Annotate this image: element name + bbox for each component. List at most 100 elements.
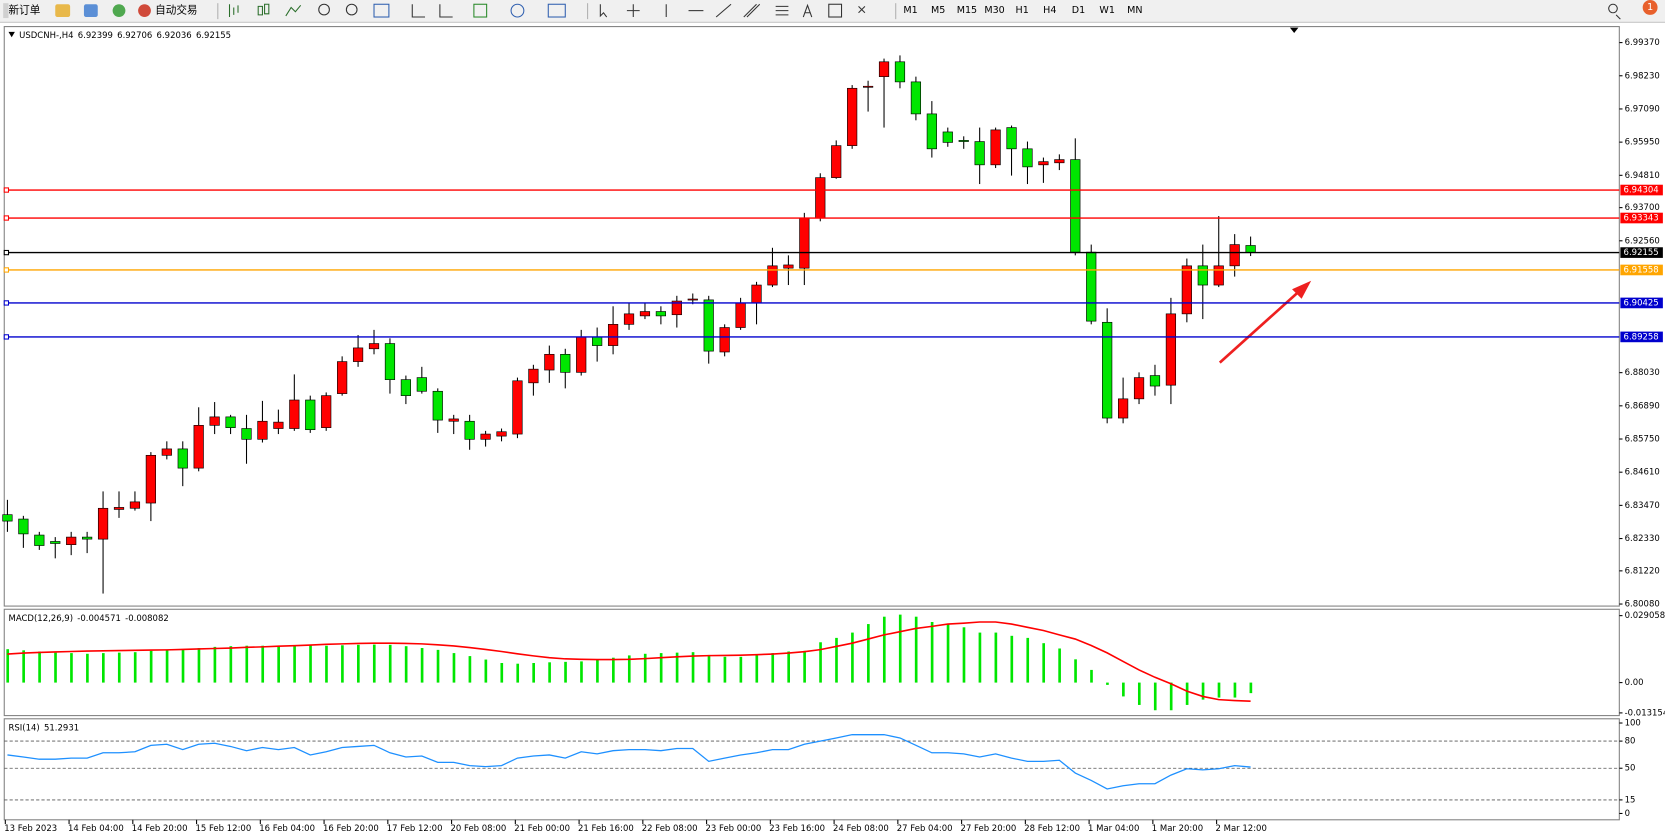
timeframe-button[interactable]: H1 (1016, 5, 1029, 16)
x-tick-label: 27 Feb 04:00 (897, 824, 953, 834)
y-tick-label: -0.013154 (1625, 708, 1665, 718)
icon-autoscroll[interactable] (439, 4, 453, 18)
candle-body (607, 324, 619, 346)
macd-bar (1185, 682, 1189, 705)
title-marker (8, 31, 15, 38)
icon-text[interactable] (802, 3, 813, 18)
icon-bars[interactable] (228, 4, 239, 18)
macd-bar (994, 632, 998, 683)
macd-bar (1042, 643, 1046, 683)
x-tick-label: 14 Feb 20:00 (132, 824, 188, 834)
candle-body (1086, 251, 1097, 322)
icon-channel[interactable] (743, 3, 761, 18)
macd-bar (54, 652, 57, 683)
macd-bar (659, 653, 663, 683)
icon-tile[interactable] (373, 3, 390, 18)
macd-bar (898, 614, 902, 683)
candle-body (528, 368, 539, 384)
price-line-handle (3, 215, 10, 221)
timeframe-bar: M1 M5 M15 M30 H1 H4 D1 W1 MN (903, 5, 1142, 16)
icon-periods[interactable] (510, 3, 525, 18)
badge-count[interactable]: 1 (1647, 2, 1653, 13)
candle-body (97, 507, 109, 540)
icon-navigator[interactable] (55, 4, 71, 18)
candle-body (1038, 161, 1049, 166)
icon-candles[interactable] (257, 3, 270, 16)
y-tick-label: 0 (1625, 809, 1630, 819)
macd-bar (596, 660, 599, 683)
macd-bar (404, 646, 408, 683)
icon-zoom-out[interactable] (345, 3, 358, 16)
toolbar-bg (0, 0, 1665, 23)
icon-trendline[interactable] (715, 3, 732, 18)
timeframe-button[interactable]: D1 (1072, 5, 1085, 16)
price-line-handle (3, 267, 10, 273)
candle-body (82, 536, 93, 540)
timeframe-button[interactable]: W1 (1099, 5, 1115, 16)
timeframe-button[interactable]: M15 (957, 5, 977, 16)
y-tick-label: 6.95950 (1625, 138, 1660, 148)
candle-body (1245, 245, 1256, 253)
candle-body (831, 145, 842, 178)
candle-body (1070, 159, 1081, 253)
icon-label[interactable] (828, 3, 843, 18)
rsi-line (7, 734, 1251, 790)
y-tick-label: 6.86890 (1625, 401, 1660, 411)
candle-body (671, 300, 682, 316)
icon-zoom-in[interactable] (318, 3, 330, 16)
notification-badge[interactable]: 1 (1642, 0, 1658, 15)
timeframe-button[interactable]: M30 (984, 5, 1004, 16)
icon-crosshair[interactable] (626, 4, 640, 18)
auto-trade-label[interactable]: 自动交易 (155, 4, 197, 17)
icon-indicators[interactable] (473, 3, 488, 18)
y-tick-label: 6.93700 (1625, 203, 1660, 213)
icon-cursor[interactable] (599, 4, 608, 18)
macd-bar (1249, 682, 1253, 694)
candle-body (783, 264, 794, 269)
y-tick-label: 6.94810 (1625, 171, 1660, 181)
icon-data-window[interactable] (83, 4, 98, 18)
macd-bar (86, 653, 89, 683)
macd-bar (1153, 682, 1157, 711)
price-label-bg (1620, 247, 1663, 258)
x-tick-label: 16 Feb 04:00 (259, 824, 315, 834)
macd-bar (181, 649, 185, 683)
macd-bar (1090, 669, 1093, 683)
timeframe-button[interactable]: M1 (903, 5, 917, 16)
macd-bar (500, 663, 504, 683)
timeframe-button[interactable]: M5 (931, 5, 945, 16)
icon-market[interactable] (112, 4, 126, 18)
candle-body (862, 85, 874, 88)
icon-arrows[interactable] (858, 6, 866, 14)
x-tick-label: 17 Feb 12:00 (387, 824, 443, 834)
candle-body (958, 140, 969, 142)
macd-bar (612, 657, 615, 683)
macd-bar (691, 652, 695, 683)
price-label: 6.90425 (1624, 298, 1659, 308)
icon-shift[interactable] (411, 4, 426, 18)
pane-title-value: 6.92155 (196, 31, 231, 41)
macd-bar (277, 645, 280, 683)
macd-bar (548, 662, 551, 683)
new-order-button[interactable]: 新订单 (3, 3, 41, 19)
auto-trade-button[interactable]: 自动交易 (138, 4, 198, 18)
icon-line[interactable] (285, 4, 302, 17)
new-order-label[interactable]: 新订单 (9, 4, 41, 17)
candle-body (145, 454, 156, 504)
timeframe-button[interactable]: MN (1127, 5, 1142, 16)
macd-bar (675, 652, 679, 683)
pane-title: USDCNH-,H4 6.92399 6.92706 6.92036 6.92155 (19, 31, 231, 41)
icon-fibo[interactable] (775, 5, 789, 16)
icon-templates[interactable] (547, 3, 566, 18)
candle-body (352, 347, 364, 362)
macd-bar (946, 624, 950, 683)
candle-body (1006, 127, 1017, 150)
candle-body (1181, 265, 1192, 315)
candle-body (129, 501, 141, 509)
price-line-handle (3, 300, 10, 306)
macd-bar (978, 632, 982, 683)
y-tick-label: 15 (1625, 795, 1636, 805)
timeframe-button[interactable]: H4 (1043, 5, 1056, 16)
search-icon[interactable] (1608, 3, 1621, 20)
